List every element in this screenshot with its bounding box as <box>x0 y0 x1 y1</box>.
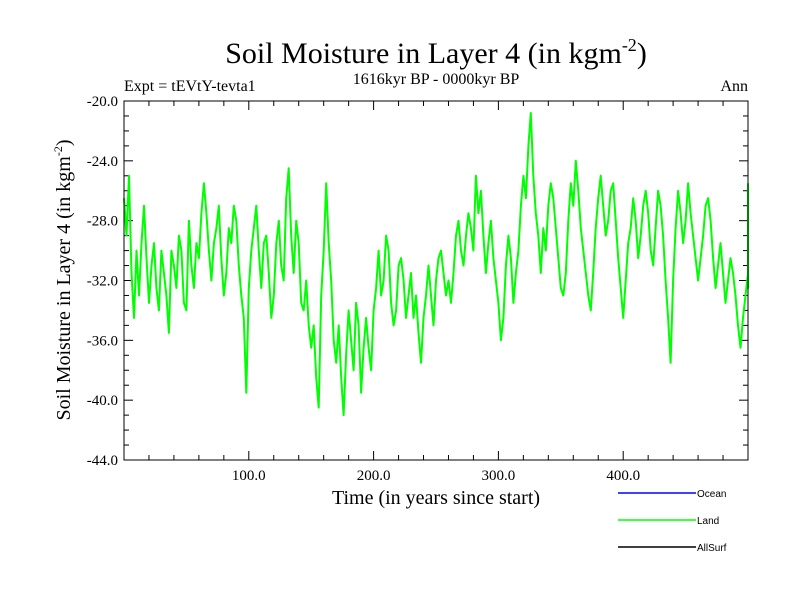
y-tick-label: -36.0 <box>87 333 118 349</box>
x-tick-label: 300.0 <box>482 468 516 484</box>
y-tick-label: -44.0 <box>87 453 118 469</box>
chart-title-close: ) <box>637 37 647 70</box>
plot-frame <box>123 100 749 461</box>
y-tick-label: -40.0 <box>87 393 118 409</box>
x-tick-labels: 100.0 200.0 300.0 400.0 <box>232 468 640 484</box>
experiment-label: Expt = tEVtY-tevta1 <box>124 78 256 95</box>
chart-title-main: Soil Moisture in Layer 4 (in kgm <box>225 37 622 70</box>
x-axis-label: Time (in years since start) <box>332 487 540 509</box>
legend-label-allsurf: AllSurf <box>697 543 727 554</box>
y-tick-label: -24.0 <box>87 154 118 170</box>
y-tick-label: -32.0 <box>87 274 118 290</box>
y-axis-label-close: ) <box>53 139 75 146</box>
x-tick-label: 400.0 <box>606 468 640 484</box>
y-tick-label: -20.0 <box>87 94 118 110</box>
chart-subtitle: 1616kyr BP - 0000kyr BP <box>353 71 520 88</box>
y-tick-label: -28.0 <box>87 214 118 230</box>
y-axis-label: Soil Moisture in Layer 4 (in kgm-2) <box>51 139 75 420</box>
x-tick-label: 100.0 <box>232 468 266 484</box>
y-tick-labels: -20.0 -24.0 -28.0 -32.0 -36.0 -40.0 -44.0 <box>87 94 118 469</box>
chart-title: Soil Moisture in Layer 4 (in kgm-2) <box>225 35 647 70</box>
legend-label-land: Land <box>697 516 719 527</box>
season-label: Ann <box>720 78 748 95</box>
chart-title-sup: -2 <box>622 35 637 55</box>
y-axis-label-sup: -2 <box>51 146 65 156</box>
series-line-land <box>123 112 749 417</box>
legend-label-ocean: Ocean <box>697 489 726 500</box>
y-axis-label-main: Soil Moisture in Layer 4 (in kgm <box>53 156 75 421</box>
x-tick-label: 200.0 <box>357 468 391 484</box>
legend: Ocean Land AllSurf <box>618 489 727 554</box>
series-layer <box>123 112 749 417</box>
